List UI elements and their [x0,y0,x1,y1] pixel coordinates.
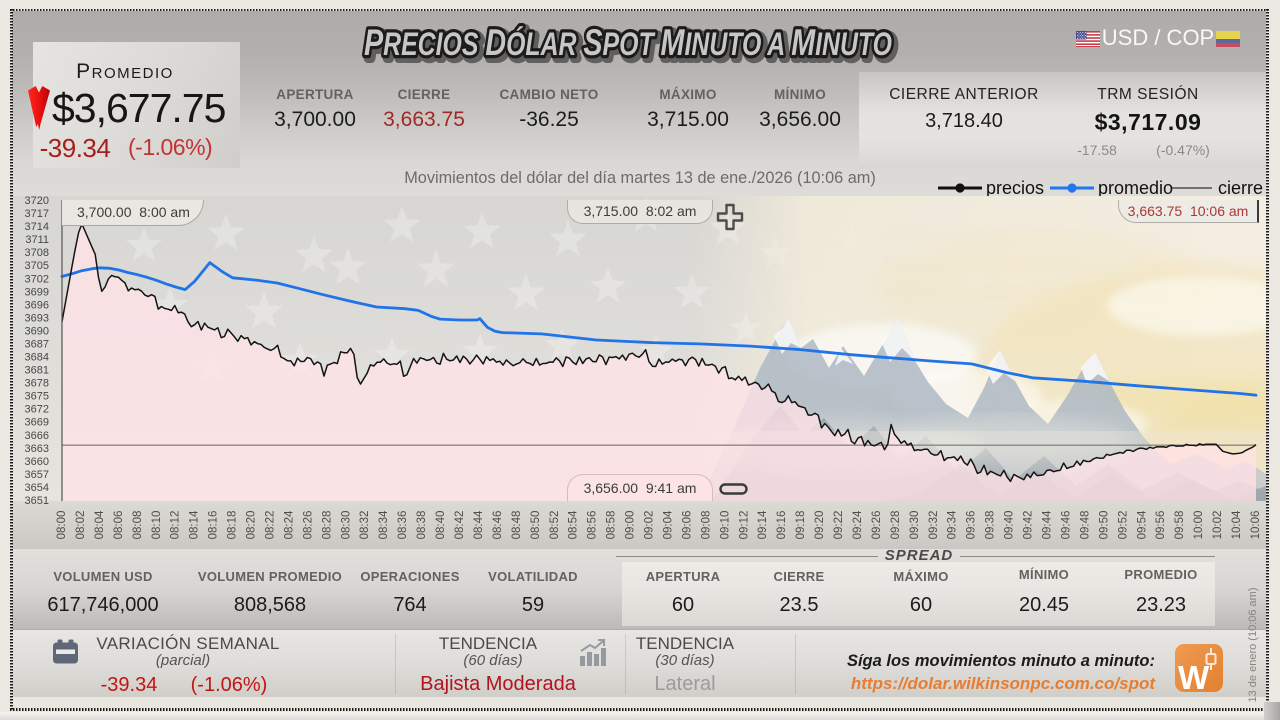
svg-text:3684: 3684 [25,352,49,364]
svg-text:08:04: 08:04 [94,510,106,539]
svg-text:3651: 3651 [25,495,49,507]
svg-text:08:32: 08:32 [359,511,371,540]
svg-text:08:50: 08:50 [530,511,542,540]
svg-text:W: W [1178,659,1210,692]
svg-text:09:54: 09:54 [1136,510,1148,539]
svg-text:PRECIOS DÓLAR SPOT MINUTO A MI: PRECIOS DÓLAR SPOT MINUTO A MINUTO [367,25,895,66]
svg-text:08:30: 08:30 [340,511,352,540]
svg-text:3672: 3672 [25,404,49,416]
svg-text:09:48: 09:48 [1079,511,1091,540]
svg-text:3708: 3708 [25,247,49,259]
svg-text:09:12: 09:12 [738,511,750,540]
svg-text:08:00: 08:00 [56,511,68,540]
svg-text:PRECIOS DÓLAR SPOT MINUTO A MI: PRECIOS DÓLAR SPOT MINUTO A MINUTO [364,22,892,63]
svg-text:10:00: 10:00 [1193,511,1205,540]
svg-text:09:46: 09:46 [1061,511,1073,540]
svg-text:3669: 3669 [25,417,49,429]
svg-text:08:18: 08:18 [227,511,239,540]
svg-text:3690: 3690 [25,325,49,337]
svg-text:09:36: 09:36 [966,511,978,540]
svg-text:09:02: 09:02 [644,511,656,540]
svg-text:08:44: 08:44 [473,510,485,539]
svg-text:08:46: 08:46 [492,511,504,540]
svg-text:08:48: 08:48 [511,511,523,540]
svg-text:09:30: 09:30 [909,511,921,540]
svg-text:3705: 3705 [25,260,49,272]
svg-text:08:14: 08:14 [189,510,201,539]
svg-text:10:04: 10:04 [1231,510,1243,539]
svg-text:09:26: 09:26 [871,511,883,540]
svg-text:09:56: 09:56 [1155,511,1167,540]
svg-text:08:26: 08:26 [302,511,314,540]
svg-text:08:22: 08:22 [265,511,277,540]
svg-text:08:52: 08:52 [549,511,561,540]
svg-text:3666: 3666 [25,430,49,442]
svg-text:09:58: 09:58 [1174,511,1186,540]
svg-text:08:02: 08:02 [75,511,87,540]
svg-text:08:56: 08:56 [587,511,599,540]
svg-text:3693: 3693 [25,312,49,324]
svg-text:3675: 3675 [25,391,49,403]
svg-text:09:10: 09:10 [719,511,731,540]
svg-text:10:02: 10:02 [1212,511,1224,540]
svg-text:08:34: 08:34 [378,510,390,539]
svg-text:08:54: 08:54 [568,510,580,539]
svg-text:10:06: 10:06 [1250,511,1262,540]
svg-text:09:40: 09:40 [1004,511,1016,540]
svg-text:08:12: 08:12 [170,511,182,540]
svg-text:3654: 3654 [25,482,49,494]
svg-text:3660: 3660 [25,456,49,468]
svg-text:3696: 3696 [25,299,49,311]
svg-text:09:28: 09:28 [890,511,902,540]
svg-text:09:20: 09:20 [814,511,826,540]
svg-text:3699: 3699 [25,286,49,298]
svg-text:3657: 3657 [25,469,49,481]
svg-text:3687: 3687 [25,339,49,351]
svg-text:09:14: 09:14 [757,510,769,539]
svg-text:09:50: 09:50 [1098,511,1110,540]
svg-text:3663: 3663 [25,443,49,455]
svg-text:08:58: 08:58 [606,511,618,540]
svg-text:3678: 3678 [25,378,49,390]
svg-text:08:20: 08:20 [246,511,258,540]
svg-text:3702: 3702 [25,273,49,285]
svg-text:08:42: 08:42 [454,511,466,540]
svg-text:09:34: 09:34 [947,510,959,539]
svg-text:09:06: 09:06 [681,511,693,540]
svg-text:3717: 3717 [25,208,49,220]
svg-text:09:24: 09:24 [852,510,864,539]
svg-text:09:04: 09:04 [663,510,675,539]
svg-text:3714: 3714 [25,221,49,233]
svg-text:09:42: 09:42 [1023,511,1035,540]
svg-text:3720: 3720 [25,196,49,207]
svg-text:09:52: 09:52 [1117,511,1129,540]
svg-text:09:22: 09:22 [833,511,845,540]
svg-text:09:38: 09:38 [985,511,997,540]
svg-text:08:16: 08:16 [208,511,220,540]
svg-text:08:10: 08:10 [151,511,163,540]
svg-text:08:36: 08:36 [397,511,409,540]
svg-text:08:08: 08:08 [132,511,144,540]
svg-text:09:08: 09:08 [700,511,712,540]
svg-text:08:38: 08:38 [416,511,428,540]
svg-text:3711: 3711 [25,234,49,246]
svg-text:3681: 3681 [25,365,49,377]
svg-text:08:28: 08:28 [321,511,333,540]
svg-text:09:44: 09:44 [1042,510,1054,539]
svg-text:09:16: 09:16 [776,511,788,540]
svg-text:09:32: 09:32 [928,511,940,540]
svg-text:09:18: 09:18 [795,511,807,540]
svg-text:08:06: 08:06 [113,511,125,540]
svg-text:09:00: 09:00 [625,511,637,540]
svg-text:08:40: 08:40 [435,511,447,540]
svg-text:08:24: 08:24 [283,510,295,539]
